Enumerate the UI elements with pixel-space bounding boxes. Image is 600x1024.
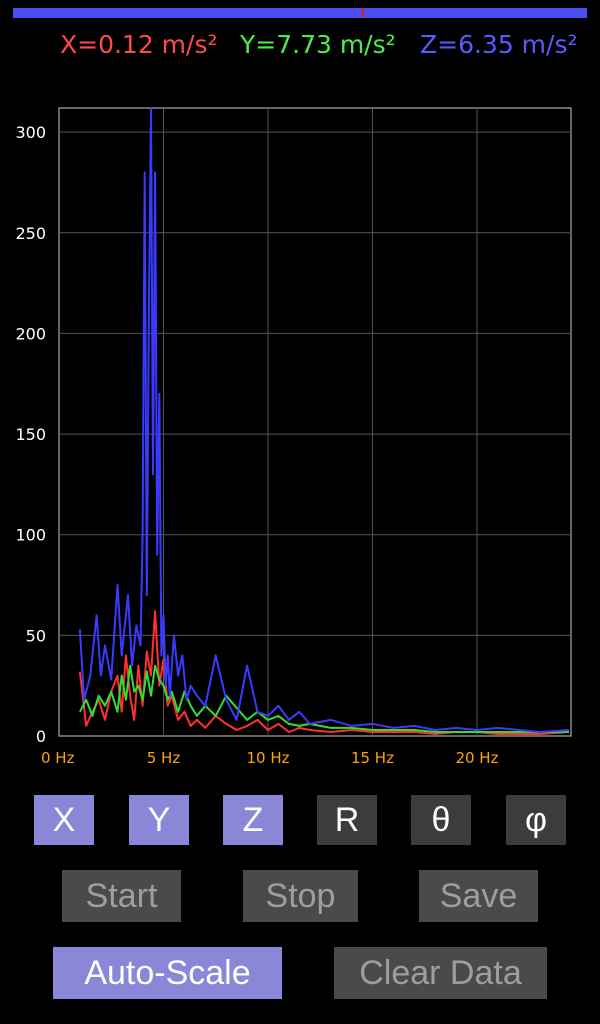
autoscale-button[interactable]: Auto-Scale xyxy=(53,947,282,999)
grid xyxy=(59,108,571,736)
start-button[interactable]: Start xyxy=(62,870,181,922)
axis-button-r[interactable]: R xyxy=(317,795,377,845)
spectrum-chart: 0 50 100 150 200 250 300 0 Hz 5 Hz 10 Hz 15 Hz 20 … xyxy=(15,107,572,767)
y-tick-label: 0 xyxy=(36,727,46,746)
x-tick-label: 0 Hz xyxy=(41,749,75,767)
axis-button-z[interactable]: Z xyxy=(223,795,283,845)
series-line-z xyxy=(78,107,569,733)
x-tick-label: 5 Hz xyxy=(147,749,181,767)
y-tick-label: 100 xyxy=(15,526,46,545)
axis-button-x[interactable]: X xyxy=(34,795,94,845)
clear-data-button[interactable]: Clear Data xyxy=(334,947,547,999)
readout-y: Y=7.73 m/s² xyxy=(240,30,396,59)
axis-button-phi[interactable]: φ xyxy=(506,795,566,845)
y-tick-label: 200 xyxy=(15,324,46,343)
progress-marker xyxy=(361,8,364,18)
x-tick-label: 20 Hz xyxy=(455,749,498,767)
series-line-x xyxy=(78,610,569,735)
axis-button-y[interactable]: Y xyxy=(129,795,189,845)
y-tick-label: 50 xyxy=(26,626,46,645)
progress-bar xyxy=(13,8,587,18)
x-tick-label: 15 Hz xyxy=(351,749,394,767)
save-button[interactable]: Save xyxy=(419,870,538,922)
axis-button-theta[interactable]: θ xyxy=(411,795,471,845)
plot-area xyxy=(58,107,572,737)
x-tick-label: 10 Hz xyxy=(246,749,289,767)
y-tick-label: 250 xyxy=(15,224,46,243)
series-line-y xyxy=(79,664,569,733)
readout-x: X=0.12 m/s² xyxy=(60,30,218,59)
x-tick-labels: 0 Hz 5 Hz 10 Hz 15 Hz 20 Hz xyxy=(41,749,499,767)
series-group xyxy=(78,107,569,735)
readout-z: Z=6.35 m/s² xyxy=(420,30,578,59)
stop-button[interactable]: Stop xyxy=(243,870,358,922)
y-tick-label: 150 xyxy=(15,425,46,444)
y-tick-label: 300 xyxy=(15,123,46,142)
y-tick-labels: 0 50 100 150 200 250 300 xyxy=(15,123,46,746)
